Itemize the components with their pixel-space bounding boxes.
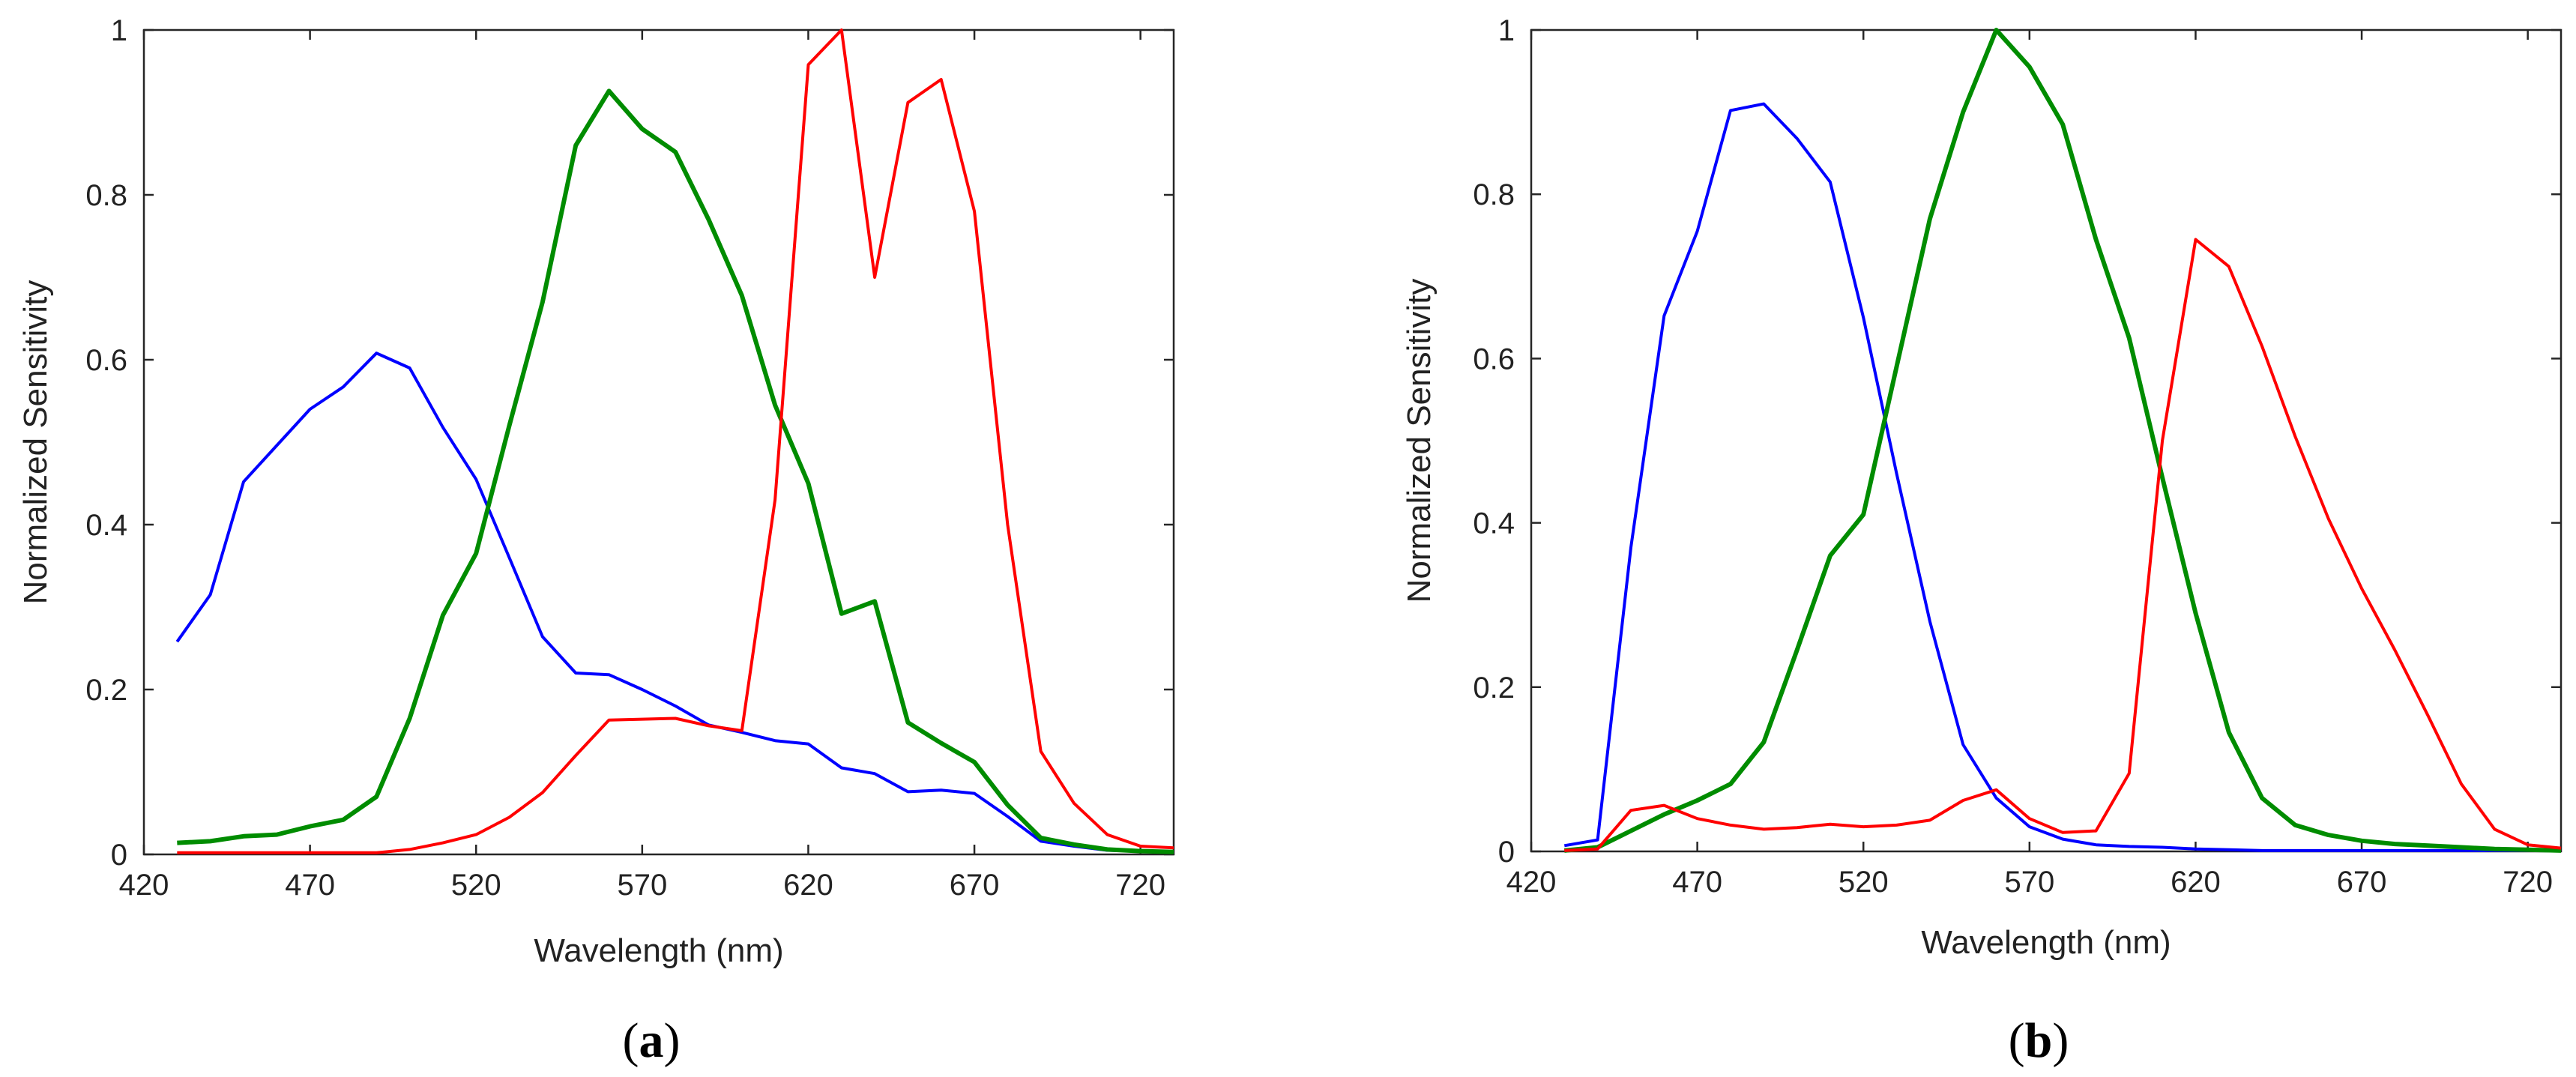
y-tick-label: 0.2 [85,674,127,707]
x-tick-label: 520 [1839,866,1889,899]
axis-ticks [1530,28,2561,853]
x-tick-label: 470 [285,869,335,902]
x-axis-label: Wavelength (nm) [1921,924,2171,961]
tick-labels: 420 470 520 570 620 670 720 0 0.2 0.4 0.6 0.8 1 [85,14,1165,902]
y-tick-label: 0.4 [85,509,127,542]
y-tick-label: 0 [1498,836,1515,869]
series-line-red [177,28,1174,854]
y-tick-label: 0 [111,839,127,872]
x-tick-label: 620 [2171,866,2221,899]
x-tick-label: 420 [1506,866,1557,899]
x-tick-label: 720 [2503,866,2553,899]
tick-labels: 420 470 520 570 620 670 720 0 0.2 0.4 0.6 0.8 1 [1473,14,2553,899]
y-tick-label: 0.4 [1473,507,1515,540]
series-lines [1563,28,2562,853]
panel-label: (b) [2009,1013,2069,1068]
y-axis-label: Normalized Sensitivity [17,280,54,605]
series-line-red [1564,238,2562,852]
y-tick-label: 0.8 [1473,178,1515,211]
y-tick-label: 1 [111,14,127,47]
x-tick-label: 420 [119,869,169,902]
x-tick-label: 620 [783,869,833,902]
chart-panel-a: 420 470 520 570 620 670 720 0 0.2 0.4 0.6 0.8 1 Wave… [17,14,1175,1068]
y-axis-label: Normalized Sensitivity [1401,279,1438,603]
series-line-green [1564,28,2562,853]
x-tick-label: 570 [617,869,667,902]
series-line-blue [175,352,1174,854]
x-tick-label: 720 [1115,869,1165,902]
plot-area-frame [142,28,1175,856]
y-tick-label: 0.2 [1473,672,1515,705]
plot-area-frame [1530,28,2563,853]
x-tick-label: 670 [2337,866,2387,899]
y-tick-label: 0.8 [85,179,127,212]
x-tick-label: 670 [950,869,1000,902]
series-line-green [177,88,1174,854]
panel-label: (a) [623,1013,681,1068]
x-axis-label: Wavelength (nm) [534,932,783,969]
x-tick-label: 520 [451,869,501,902]
y-tick-label: 0.6 [1473,343,1515,375]
series-lines [175,28,1174,854]
x-tick-label: 570 [2004,866,2054,899]
series-line-blue [1563,102,2561,852]
x-tick-label: 470 [1672,866,1722,899]
y-tick-label: 0.6 [85,344,127,377]
chart-panel-b: 420 470 520 570 620 670 720 0 0.2 0.4 0.6 0.8 1 Wave… [1401,14,2563,1068]
y-tick-label: 1 [1498,14,1515,47]
